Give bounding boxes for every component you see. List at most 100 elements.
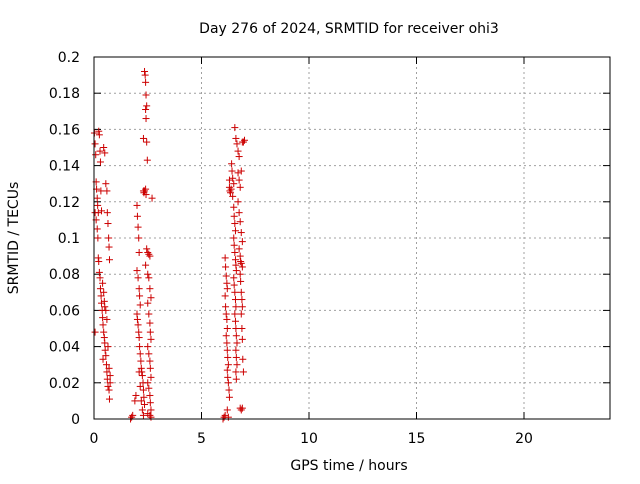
data-point — [241, 136, 248, 144]
data-point — [230, 274, 238, 282]
data-point — [221, 411, 229, 419]
data-point — [131, 397, 139, 405]
data-point — [135, 234, 143, 242]
data-point — [138, 406, 146, 414]
data-point — [103, 209, 111, 217]
data-point — [137, 397, 145, 405]
data-point — [225, 393, 233, 401]
data-point — [105, 386, 113, 394]
data-point — [230, 180, 238, 188]
data-point — [144, 410, 152, 418]
data-point — [144, 248, 152, 256]
data-point — [141, 67, 149, 75]
data-points — [90, 67, 248, 423]
data-point — [104, 382, 112, 390]
data-point — [94, 234, 102, 242]
data-point — [239, 355, 247, 363]
data-point — [134, 274, 142, 282]
data-point — [91, 209, 99, 217]
data-point — [224, 413, 232, 421]
data-point — [142, 105, 150, 113]
data-point — [147, 373, 155, 381]
data-point — [136, 292, 144, 300]
data-point — [237, 259, 245, 267]
data-point — [232, 303, 240, 311]
data-point — [145, 350, 153, 358]
y-tick-label: 0.04 — [49, 340, 80, 356]
data-point — [146, 328, 154, 336]
data-point — [231, 317, 239, 325]
data-point — [232, 353, 240, 361]
data-point — [106, 372, 114, 380]
data-point — [237, 167, 245, 175]
data-point — [129, 411, 137, 419]
data-point — [237, 406, 245, 414]
data-point — [133, 212, 141, 220]
data-point — [98, 207, 106, 215]
gridlines — [94, 57, 610, 419]
data-point — [146, 285, 154, 293]
data-point — [223, 366, 231, 374]
x-tick-label: 5 — [197, 431, 206, 447]
data-point — [105, 256, 113, 264]
data-point — [232, 346, 240, 354]
data-point — [228, 167, 236, 175]
data-point — [222, 272, 230, 280]
data-point — [145, 384, 153, 392]
data-point — [138, 372, 146, 380]
data-point — [135, 368, 143, 376]
data-point — [224, 373, 232, 381]
data-point — [91, 140, 99, 148]
data-point — [234, 147, 242, 155]
data-point — [234, 198, 242, 206]
data-point — [235, 176, 243, 184]
x-tick-label: 15 — [408, 431, 426, 447]
data-point — [229, 174, 237, 182]
data-point — [145, 274, 153, 282]
data-point — [235, 153, 243, 161]
x-tick-label: 0 — [90, 431, 99, 447]
data-point — [141, 187, 149, 195]
data-point — [223, 339, 231, 347]
data-point — [237, 310, 245, 318]
y-tick-label: 0.06 — [49, 303, 80, 319]
data-point — [140, 393, 148, 401]
data-point — [224, 361, 232, 369]
data-point — [232, 267, 240, 275]
data-point — [135, 285, 143, 293]
data-point — [100, 328, 108, 336]
data-point — [147, 294, 155, 302]
data-point — [93, 194, 101, 202]
y-ticks: 0 0.02 0.04 0.06 0.08 0.1 0.12 0.14 0.16 0.18 0.2 — [49, 50, 610, 428]
data-point — [233, 140, 241, 148]
data-point — [104, 220, 112, 228]
data-point — [233, 361, 241, 369]
data-point — [103, 315, 111, 323]
data-point — [95, 127, 103, 135]
data-point — [232, 368, 240, 376]
data-point — [222, 332, 230, 340]
data-point — [134, 321, 142, 329]
data-point — [226, 187, 234, 195]
data-point — [136, 343, 144, 351]
data-point — [231, 310, 239, 318]
data-point — [133, 267, 141, 275]
data-point — [100, 288, 108, 296]
data-point — [238, 296, 246, 304]
x-tick-label: 20 — [515, 431, 533, 447]
data-point — [146, 357, 154, 365]
data-point — [230, 241, 238, 249]
data-point — [237, 258, 245, 266]
data-point — [136, 350, 144, 358]
data-point — [228, 160, 236, 168]
data-point — [101, 346, 109, 354]
data-point — [237, 229, 245, 237]
data-point — [142, 91, 150, 99]
data-point — [143, 102, 151, 110]
data-point — [100, 144, 108, 151]
data-point — [141, 401, 149, 409]
data-point — [227, 185, 235, 193]
y-tick-label: 0 — [71, 412, 80, 428]
data-point — [94, 201, 102, 209]
data-point — [230, 203, 238, 211]
